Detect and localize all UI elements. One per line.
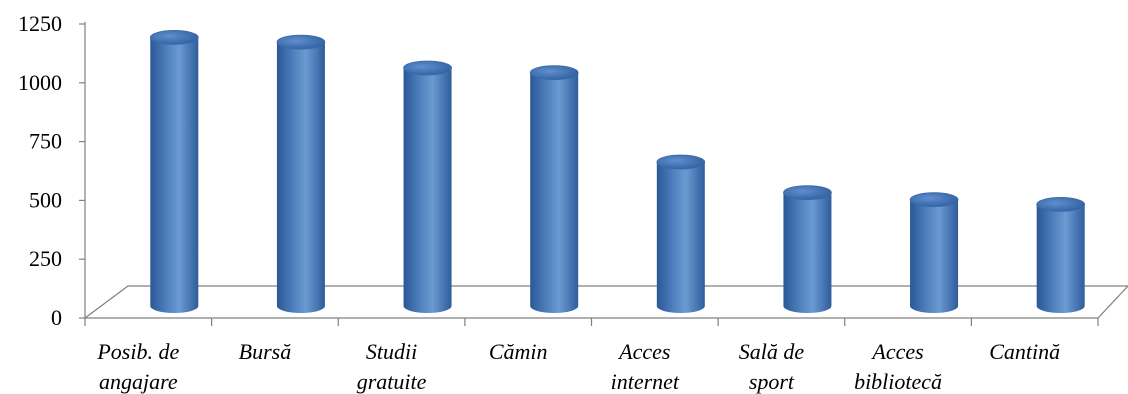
bar-top (276, 34, 326, 50)
bar-top (656, 154, 706, 170)
bar (1036, 196, 1086, 313)
bar-top (149, 30, 199, 45)
x-category-label: Cantină (989, 339, 1060, 364)
y-tick-label: 0 (51, 305, 62, 330)
y-tick-label: 1000 (18, 70, 62, 95)
bar (276, 34, 326, 313)
bar-body (403, 67, 452, 313)
bar (656, 154, 706, 313)
bar-top (403, 60, 452, 76)
bar (529, 65, 579, 313)
y-axis-ticks: 0 250 500 750 1000 1250 (18, 11, 62, 330)
bar (783, 185, 832, 313)
bar-body (783, 192, 832, 313)
y-tick-label: 1250 (18, 11, 62, 36)
x-category-label: angajare (99, 369, 178, 394)
x-category-label: Studii (366, 339, 417, 364)
x-category-label: Acces (870, 339, 923, 364)
bar-top (909, 192, 959, 208)
bar (403, 60, 452, 313)
bar-body (276, 42, 325, 313)
bar (909, 192, 959, 313)
bar-body (910, 199, 959, 313)
x-category-label: bibliotecă (854, 369, 942, 394)
floor-outline (84, 285, 1128, 319)
x-axis-labels: Posib. de angajare Bursă Studii gratuite Cămi… (96, 339, 1060, 394)
bars (149, 30, 1086, 314)
x-category-label: Acces (617, 339, 670, 364)
x-category-label: internet (611, 369, 680, 394)
x-category-label: sport (749, 369, 795, 394)
bar-body (1036, 204, 1085, 313)
bar-top (1036, 196, 1086, 212)
x-category-label: gratuite (357, 369, 427, 394)
x-category-label: Bursă (239, 339, 292, 364)
bar (149, 30, 199, 314)
axes (79, 22, 1128, 326)
x-category-label: Sală de (739, 339, 805, 364)
bar-top (783, 185, 832, 201)
x-category-label: Posib. de (96, 339, 179, 364)
bar-body (530, 72, 579, 313)
y-tick-label: 500 (29, 187, 62, 212)
bar-body (150, 37, 199, 314)
y-tick-label: 750 (29, 129, 62, 154)
y-tick-label: 250 (29, 246, 62, 271)
bar-body (656, 162, 705, 313)
bar-top (529, 65, 579, 81)
x-category-label: Cămin (489, 339, 548, 364)
